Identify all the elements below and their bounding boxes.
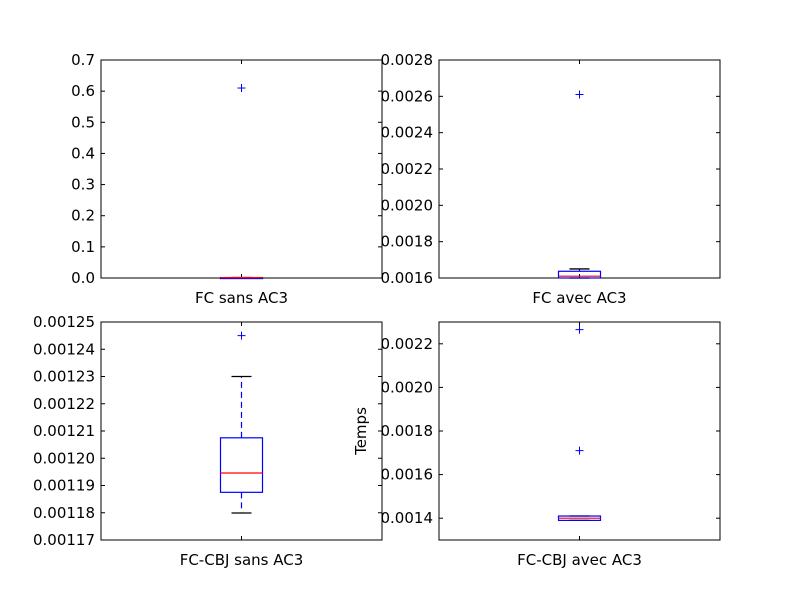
y-tick-label: 0.0018 bbox=[381, 233, 434, 251]
outlier-marker bbox=[237, 331, 246, 340]
y-tick-label: 0.0022 bbox=[381, 160, 434, 178]
y-tick-label: 0.00121 bbox=[33, 422, 95, 440]
x-category-label: FC avec AC3 bbox=[532, 289, 626, 307]
y-tick-label: 0.0016 bbox=[381, 269, 434, 287]
boxplot-panel: 0.0014 0.0016 0.0018 0.0020 0.0022 FC-CBJ ave… bbox=[352, 321, 721, 569]
y-tick-label: 0.00124 bbox=[33, 340, 95, 358]
outlier-marker bbox=[575, 90, 584, 99]
y-tick-label: 0.0020 bbox=[381, 378, 434, 396]
y-tick-label: 0.00119 bbox=[33, 477, 95, 495]
y-tick-label: 0.0028 bbox=[381, 51, 434, 69]
y-axis-label: Temps bbox=[352, 407, 370, 456]
panels-group: 0.0 0.1 0.2 0.3 0.4 0.5 0.6 0.7 FC sans AC3 0.001… bbox=[33, 51, 721, 569]
boxplot-panel: 0.00117 0.00118 0.00119 0.00120 0.00121 0.001… bbox=[33, 313, 383, 569]
plot-frame bbox=[100, 59, 383, 279]
y-tick-label: 0.5 bbox=[71, 113, 95, 131]
y-tick-label: 0.0020 bbox=[381, 196, 434, 214]
y-tick-label: 0.0014 bbox=[381, 509, 434, 527]
boxplot-panel: 0.0016 0.0018 0.0020 0.0022 0.0024 0.0026 0.00… bbox=[381, 51, 721, 307]
y-tick-label: 0.7 bbox=[71, 51, 95, 69]
y-tick-label: 0.1 bbox=[71, 238, 95, 256]
y-tick-label: 0.0026 bbox=[381, 87, 434, 105]
x-category-label: FC-CBJ sans AC3 bbox=[180, 551, 304, 569]
y-tick-label: 0.4 bbox=[71, 144, 95, 162]
outlier-marker bbox=[575, 325, 584, 334]
iqr-box bbox=[219, 437, 264, 493]
outlier-marker bbox=[575, 446, 584, 455]
y-tick-label: 0.00125 bbox=[33, 313, 95, 331]
y-tick-label: 0.00123 bbox=[33, 368, 95, 386]
y-tick-label: 0.0 bbox=[71, 269, 95, 287]
y-tick-label: 0.00122 bbox=[33, 395, 95, 413]
y-tick-label: 0.2 bbox=[71, 207, 95, 225]
x-category-label: FC-CBJ avec AC3 bbox=[517, 551, 642, 569]
y-tick-label: 0.6 bbox=[71, 82, 95, 100]
plot-frame bbox=[438, 321, 721, 541]
boxplot-panel: 0.0 0.1 0.2 0.3 0.4 0.5 0.6 0.7 FC sans AC3 bbox=[71, 51, 383, 307]
y-tick-label: 0.00117 bbox=[33, 531, 95, 549]
y-tick-label: 0.00118 bbox=[33, 504, 95, 522]
y-tick-label: 0.00120 bbox=[33, 449, 95, 467]
y-tick-label: 0.0022 bbox=[381, 335, 434, 353]
outlier-marker bbox=[237, 84, 246, 93]
y-tick-label: 0.0018 bbox=[381, 422, 434, 440]
x-category-label: FC sans AC3 bbox=[195, 289, 288, 307]
y-tick-label: 0.0016 bbox=[381, 466, 434, 484]
y-tick-label: 0.3 bbox=[71, 176, 95, 194]
y-tick-label: 0.0024 bbox=[381, 124, 434, 142]
iqr-box bbox=[557, 270, 602, 279]
